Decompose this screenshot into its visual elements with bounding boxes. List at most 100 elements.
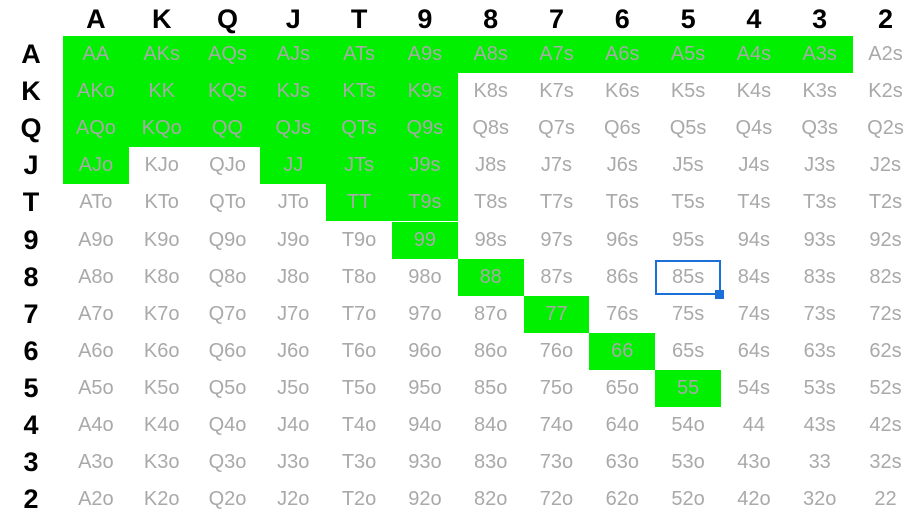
hand-cell-T8o[interactable]: T8o xyxy=(341,265,377,288)
hand-cell-Q6o[interactable]: Q6o xyxy=(208,339,247,362)
hand-cell-T6o[interactable]: T6o xyxy=(341,339,377,362)
hand-cell-53o[interactable]: 53o xyxy=(671,451,705,474)
hand-cell-KK[interactable]: KK xyxy=(128,73,195,111)
hand-cell-Q7o[interactable]: Q7o xyxy=(208,302,247,325)
hand-cell-74o[interactable]: 74o xyxy=(539,414,574,436)
hand-cell-22[interactable]: 22 xyxy=(874,488,897,511)
hand-cell-95o[interactable]: 95o xyxy=(408,376,442,399)
hand-cell-K9o[interactable]: K9o xyxy=(143,228,180,251)
hand-cell-J4o[interactable]: J4o xyxy=(277,414,310,436)
hand-cell-99[interactable]: 99 xyxy=(392,221,458,259)
hand-cell-T2o[interactable]: T2o xyxy=(341,488,377,511)
hand-cell-96o[interactable]: 96o xyxy=(408,339,442,362)
hand-cell-42o[interactable]: 42o xyxy=(737,488,771,511)
hand-cell-K6s[interactable]: K6s xyxy=(605,80,640,103)
hand-cell-75s[interactable]: 75s xyxy=(671,302,705,325)
hand-cell-Q8s[interactable]: Q8s xyxy=(472,117,510,140)
hand-cell-83o[interactable]: 83o xyxy=(474,451,508,474)
hand-cell-53s[interactable]: 53s xyxy=(803,376,836,399)
hand-cell-ATs[interactable]: ATs xyxy=(326,36,392,73)
hand-cell-J6o[interactable]: J6o xyxy=(277,339,310,362)
hand-cell-T7o[interactable]: T7o xyxy=(341,302,377,325)
hand-cell-52o[interactable]: 52o xyxy=(671,488,705,511)
hand-cell-52s[interactable]: 52s xyxy=(869,376,902,399)
hand-cell-QTo[interactable]: QTo xyxy=(209,191,246,214)
hand-cell-Q9s[interactable]: Q9s xyxy=(392,110,458,148)
hand-cell-K3o[interactable]: K3o xyxy=(143,451,180,474)
hand-cell-72s[interactable]: 72s xyxy=(869,302,902,325)
hand-cell-73o[interactable]: 73o xyxy=(539,451,574,474)
hand-cell-QQ[interactable]: QQ xyxy=(194,110,261,148)
hand-cell-63s[interactable]: 63s xyxy=(803,339,836,362)
hand-cell-A9s[interactable]: A9s xyxy=(392,36,458,73)
hand-cell-Q2o[interactable]: Q2o xyxy=(208,488,247,511)
hand-cell-KQs[interactable]: KQs xyxy=(194,73,261,111)
hand-cell-K7o[interactable]: K7o xyxy=(143,302,180,325)
hand-cell-94o[interactable]: 94o xyxy=(408,414,442,436)
hand-cell-J4s[interactable]: J4s xyxy=(738,154,770,177)
hand-cell-QJs[interactable]: QJs xyxy=(260,110,327,148)
hand-cell-AJs[interactable]: AJs xyxy=(260,36,327,73)
hand-cell-A7s[interactable]: A7s xyxy=(523,36,590,73)
selection-drag-handle[interactable] xyxy=(715,289,724,299)
hand-cell-32o[interactable]: 32o xyxy=(803,488,837,511)
hand-cell-K8o[interactable]: K8o xyxy=(143,265,180,288)
hand-cell-T5s[interactable]: T5s xyxy=(671,191,705,214)
hand-cell-93s[interactable]: 93s xyxy=(803,228,836,251)
hand-cell-73s[interactable]: 73s xyxy=(803,302,836,325)
hand-cell-T5o[interactable]: T5o xyxy=(341,376,377,399)
hand-cell-K5o[interactable]: K5o xyxy=(143,376,180,399)
hand-cell-J3o[interactable]: J3o xyxy=(277,451,310,474)
hand-cell-T3o[interactable]: T3o xyxy=(341,451,377,474)
hand-cell-Q4s[interactable]: Q4s xyxy=(735,117,773,140)
hand-cell-66[interactable]: 66 xyxy=(589,332,656,370)
hand-cell-87o[interactable]: 87o xyxy=(474,302,508,325)
hand-cell-J2o[interactable]: J2o xyxy=(277,488,310,511)
hand-cell-A5o[interactable]: A5o xyxy=(78,376,114,399)
hand-cell-A5s[interactable]: A5s xyxy=(655,36,721,73)
hand-cell-82s[interactable]: 82s xyxy=(869,265,902,288)
hand-cell-T9s[interactable]: T9s xyxy=(392,184,458,222)
hand-cell-87s[interactable]: 87s xyxy=(540,265,573,288)
hand-cell-JJ[interactable]: JJ xyxy=(260,147,327,185)
hand-cell-86s[interactable]: 86s xyxy=(606,265,639,288)
hand-cell-72o[interactable]: 72o xyxy=(539,488,574,511)
hand-cell-AJo[interactable]: AJo xyxy=(63,147,129,185)
hand-cell-32s[interactable]: 32s xyxy=(869,451,902,474)
hand-cell-64o[interactable]: 64o xyxy=(605,414,639,436)
hand-cell-T7s[interactable]: T7s xyxy=(539,191,574,214)
hand-cell-T4s[interactable]: T4s xyxy=(737,191,771,214)
hand-cell-Q5s[interactable]: Q5s xyxy=(669,117,707,140)
hand-cell-K2s[interactable]: K2s xyxy=(868,80,903,103)
hand-cell-85o[interactable]: 85o xyxy=(474,376,508,399)
hand-cell-75o[interactable]: 75o xyxy=(539,376,574,399)
hand-cell-A3s[interactable]: A3s xyxy=(786,36,853,73)
hand-cell-K8s[interactable]: K8s xyxy=(473,80,508,103)
hand-cell-J6s[interactable]: J6s xyxy=(606,154,638,177)
hand-cell-AKs[interactable]: AKs xyxy=(128,36,195,73)
hand-cell-82o[interactable]: 82o xyxy=(474,488,508,511)
hand-cell-84s[interactable]: 84s xyxy=(737,265,771,288)
hand-cell-92o[interactable]: 92o xyxy=(408,488,442,511)
hand-cell-A2o[interactable]: A2o xyxy=(78,488,114,511)
hand-cell-Q3s[interactable]: Q3s xyxy=(801,117,839,140)
hand-cell-76o[interactable]: 76o xyxy=(539,339,574,362)
hand-cell-AA[interactable]: AA xyxy=(63,36,129,73)
hand-cell-KJo[interactable]: KJo xyxy=(144,154,179,177)
hand-cell-AQo[interactable]: AQo xyxy=(63,110,129,148)
hand-cell-62o[interactable]: 62o xyxy=(605,488,639,511)
hand-cell-Q3o[interactable]: Q3o xyxy=(208,451,247,474)
hand-cell-T6s[interactable]: T6s xyxy=(605,191,639,214)
hand-cell-85s[interactable]: 85s xyxy=(671,265,705,288)
hand-cell-86o[interactable]: 86o xyxy=(474,339,508,362)
hand-cell-A8o[interactable]: A8o xyxy=(78,265,114,288)
hand-cell-J8o[interactable]: J8o xyxy=(277,265,310,288)
hand-cell-K6o[interactable]: K6o xyxy=(143,339,180,362)
hand-cell-A6o[interactable]: A6o xyxy=(78,339,114,362)
hand-cell-T3s[interactable]: T3s xyxy=(803,191,837,214)
hand-cell-97o[interactable]: 97o xyxy=(408,302,442,325)
hand-cell-Q6s[interactable]: Q6s xyxy=(603,117,641,140)
hand-cell-J9o[interactable]: J9o xyxy=(277,228,310,251)
hand-cell-88[interactable]: 88 xyxy=(457,258,524,296)
hand-cell-98o[interactable]: 98o xyxy=(408,265,442,288)
